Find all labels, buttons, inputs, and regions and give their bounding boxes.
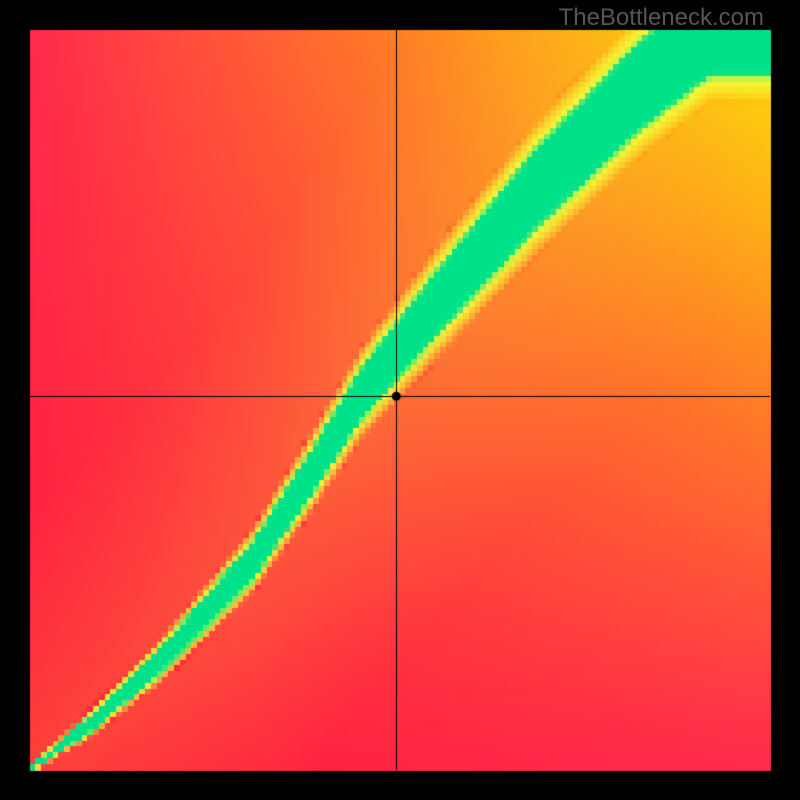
watermark-text: TheBottleneck.com [559,4,764,32]
chart-container: { "canvas": { "width": 800, "height": 80… [0,0,800,800]
bottleneck-heatmap [0,0,800,800]
